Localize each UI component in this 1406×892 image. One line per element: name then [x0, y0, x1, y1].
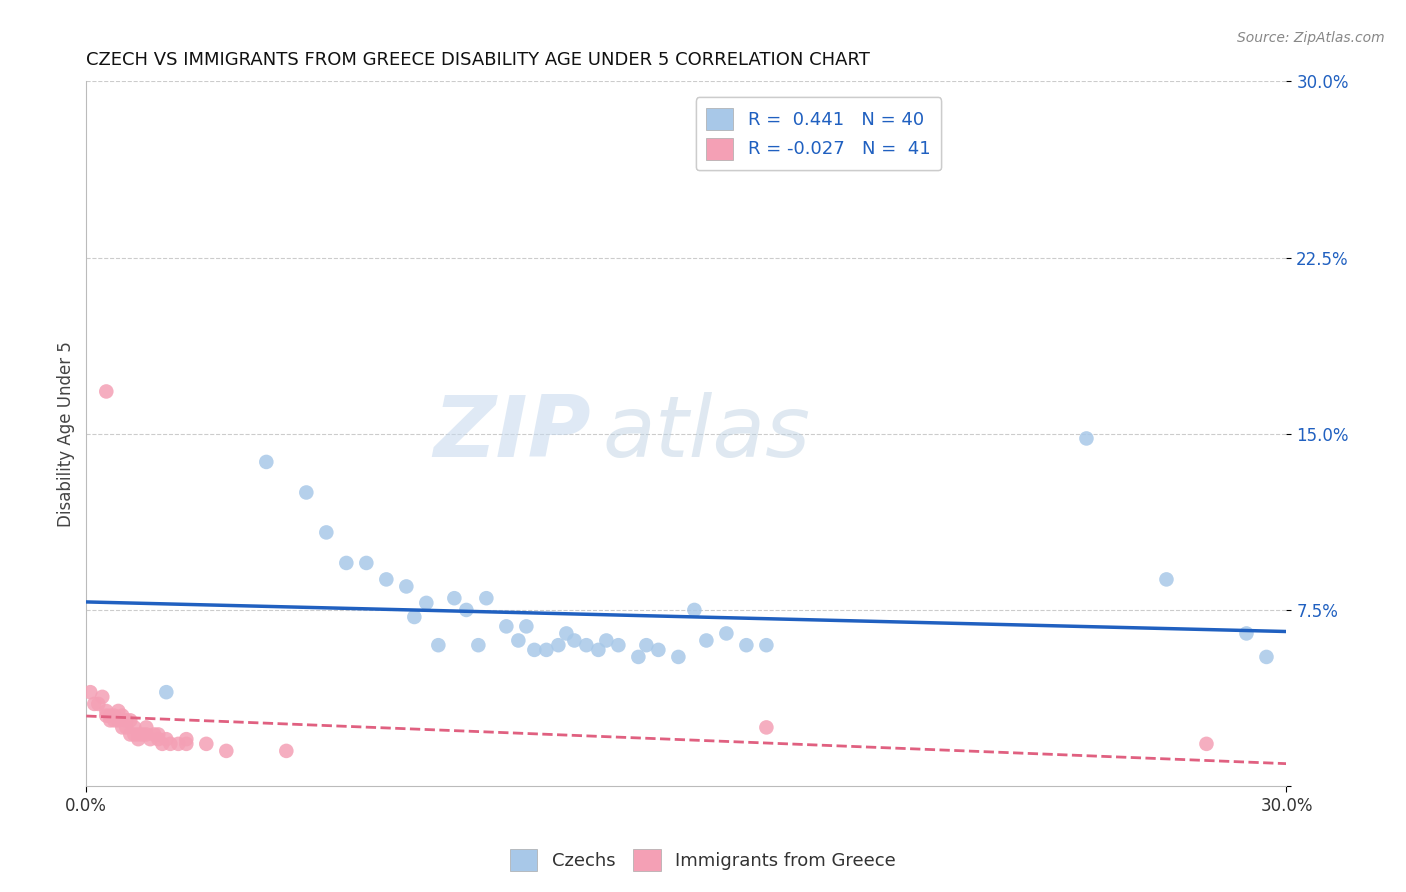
Point	[555, 626, 578, 640]
Point	[404, 610, 426, 624]
Point	[1195, 737, 1218, 751]
Point	[427, 638, 450, 652]
Point	[98, 708, 121, 723]
Point	[103, 714, 125, 728]
Point	[666, 649, 689, 664]
Point	[96, 704, 118, 718]
Point	[159, 737, 181, 751]
Point	[103, 708, 125, 723]
Point	[135, 720, 157, 734]
Point	[588, 643, 610, 657]
Point	[695, 633, 717, 648]
Point	[96, 384, 118, 399]
Point	[176, 737, 198, 751]
Point	[150, 737, 173, 751]
Point	[98, 714, 121, 728]
Point	[536, 643, 558, 657]
Point	[135, 727, 157, 741]
Text: Source: ZipAtlas.com: Source: ZipAtlas.com	[1237, 31, 1385, 45]
Point	[91, 690, 114, 704]
Point	[131, 727, 153, 741]
Point	[1156, 573, 1178, 587]
Point	[683, 603, 706, 617]
Point	[495, 619, 517, 633]
Point	[115, 720, 138, 734]
Point	[111, 720, 134, 734]
Point	[755, 720, 778, 734]
Point	[124, 720, 146, 734]
Point	[107, 714, 129, 728]
Point	[83, 697, 105, 711]
Point	[564, 633, 586, 648]
Point	[276, 744, 298, 758]
Point	[755, 638, 778, 652]
Text: CZECH VS IMMIGRANTS FROM GREECE DISABILITY AGE UNDER 5 CORRELATION CHART: CZECH VS IMMIGRANTS FROM GREECE DISABILI…	[86, 51, 870, 69]
Point	[111, 708, 134, 723]
Point	[254, 455, 277, 469]
Point	[716, 626, 738, 640]
Point	[456, 603, 478, 617]
Point	[647, 643, 669, 657]
Y-axis label: Disability Age Under 5: Disability Age Under 5	[58, 341, 75, 526]
Point	[1256, 649, 1278, 664]
Point	[443, 591, 465, 606]
Point	[356, 556, 378, 570]
Point	[375, 573, 398, 587]
Point	[315, 525, 337, 540]
Point	[148, 727, 170, 741]
Point	[415, 596, 437, 610]
Point	[335, 556, 357, 570]
Point	[143, 727, 166, 741]
Point	[395, 579, 418, 593]
Point	[124, 727, 146, 741]
Point	[115, 714, 138, 728]
Point	[547, 638, 569, 652]
Point	[107, 704, 129, 718]
Point	[735, 638, 758, 652]
Legend: Czechs, Immigrants from Greece: Czechs, Immigrants from Greece	[503, 842, 903, 879]
Point	[475, 591, 498, 606]
Point	[607, 638, 630, 652]
Point	[1236, 626, 1258, 640]
Point	[215, 744, 238, 758]
Point	[595, 633, 617, 648]
Point	[120, 727, 142, 741]
Text: atlas: atlas	[602, 392, 810, 475]
Point	[79, 685, 101, 699]
Point	[96, 708, 118, 723]
Point	[575, 638, 598, 652]
Point	[1076, 432, 1098, 446]
Point	[155, 732, 177, 747]
Point	[148, 732, 170, 747]
Point	[139, 732, 162, 747]
Point	[167, 737, 190, 751]
Point	[467, 638, 489, 652]
Point	[87, 697, 110, 711]
Point	[636, 638, 658, 652]
Point	[176, 732, 198, 747]
Text: ZIP: ZIP	[433, 392, 591, 475]
Point	[508, 633, 530, 648]
Point	[627, 649, 650, 664]
Point	[120, 714, 142, 728]
Point	[127, 727, 149, 741]
Point	[127, 732, 149, 747]
Point	[515, 619, 537, 633]
Legend: R =  0.441   N = 40, R = -0.027   N =  41: R = 0.441 N = 40, R = -0.027 N = 41	[696, 97, 942, 170]
Point	[295, 485, 318, 500]
Point	[155, 685, 177, 699]
Point	[195, 737, 218, 751]
Point	[523, 643, 546, 657]
